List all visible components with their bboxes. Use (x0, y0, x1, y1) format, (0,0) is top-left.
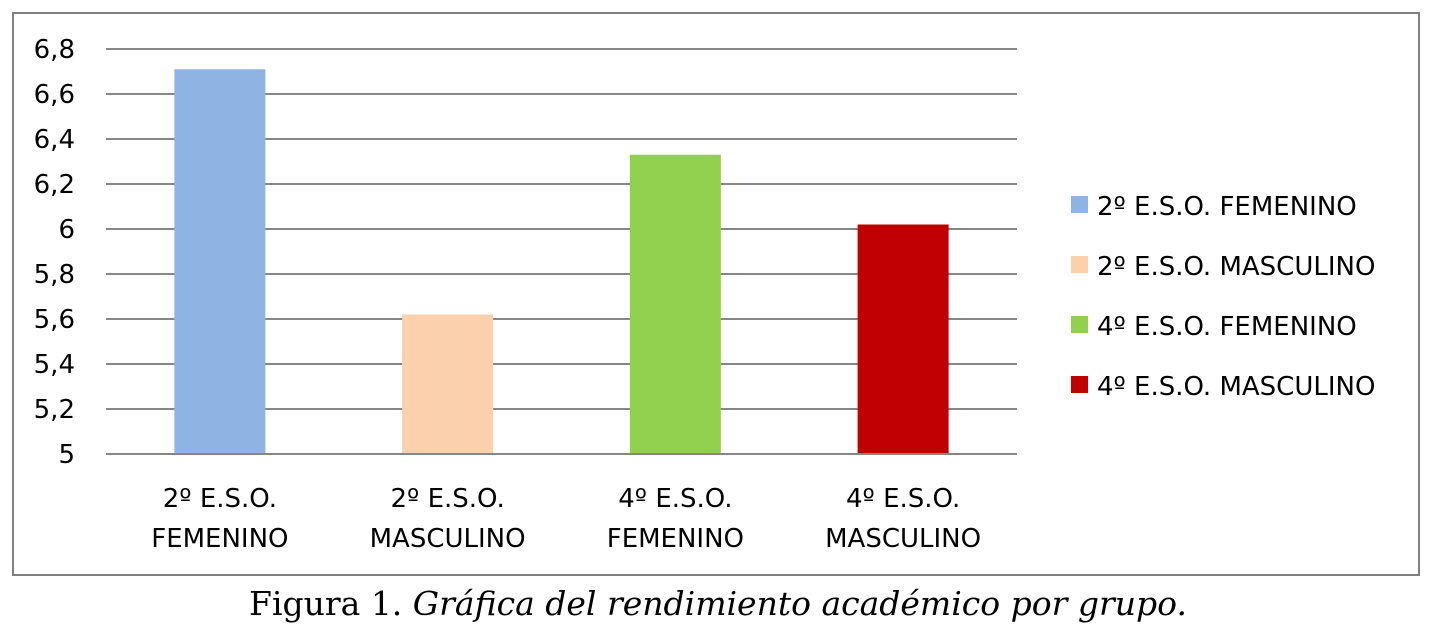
y-tick-label: 6,4 (34, 125, 75, 155)
legend-label: 4º E.S.O. MASCULINO (1097, 372, 1375, 402)
y-tick-label: 6 (58, 215, 75, 245)
y-tick-label: 5 (58, 440, 75, 470)
legend-swatch (1071, 316, 1088, 333)
legend-swatch (1071, 256, 1088, 273)
legend-label: 4º E.S.O. FEMENINO (1097, 312, 1357, 342)
figure-caption: Figura 1. Gráfica del rendimiento académ… (0, 584, 1436, 623)
legend-swatch (1071, 376, 1088, 393)
bar (629, 154, 721, 454)
y-axis-tick-labels: 5 5,2 5,4 5,6 5,8 6 6,2 6,4 6,6 6,8 (34, 35, 75, 470)
y-tick-label: 5,6 (34, 305, 75, 335)
bars (174, 69, 949, 454)
y-tick-label: 6,6 (34, 80, 75, 110)
caption-text: Gráfica del rendimiento académico por gr… (412, 584, 1187, 623)
caption-prefix: Figura 1. (249, 584, 413, 623)
x-category-label: 2º E.S.O. (163, 484, 277, 514)
x-category-label: FEMENINO (607, 524, 744, 554)
legend-label: 2º E.S.O. MASCULINO (1097, 252, 1375, 282)
bar (857, 224, 949, 454)
x-axis-category-labels: 2º E.S.O. FEMENINO 2º E.S.O. MASCULINO 4º E.… (151, 484, 981, 554)
legend: 2º E.S.O. FEMENINO 2º E.S.O. MASCULINO 4º … (1071, 192, 1375, 402)
legend-swatch (1071, 196, 1088, 213)
y-tick-label: 6,8 (34, 35, 75, 65)
legend-label: 2º E.S.O. FEMENINO (1097, 192, 1357, 222)
x-category-label: 2º E.S.O. (391, 484, 505, 514)
bar (174, 69, 266, 454)
bar (402, 314, 494, 454)
x-category-label: MASCULINO (370, 524, 526, 554)
y-tick-label: 5,4 (34, 350, 75, 380)
y-tick-label: 5,8 (34, 260, 75, 290)
x-category-label: 4º E.S.O. (846, 484, 960, 514)
x-category-label: FEMENINO (151, 524, 288, 554)
y-tick-label: 5,2 (34, 395, 75, 425)
x-category-label: 4º E.S.O. (618, 484, 732, 514)
x-category-label: MASCULINO (825, 524, 981, 554)
y-tick-label: 6,2 (34, 170, 75, 200)
